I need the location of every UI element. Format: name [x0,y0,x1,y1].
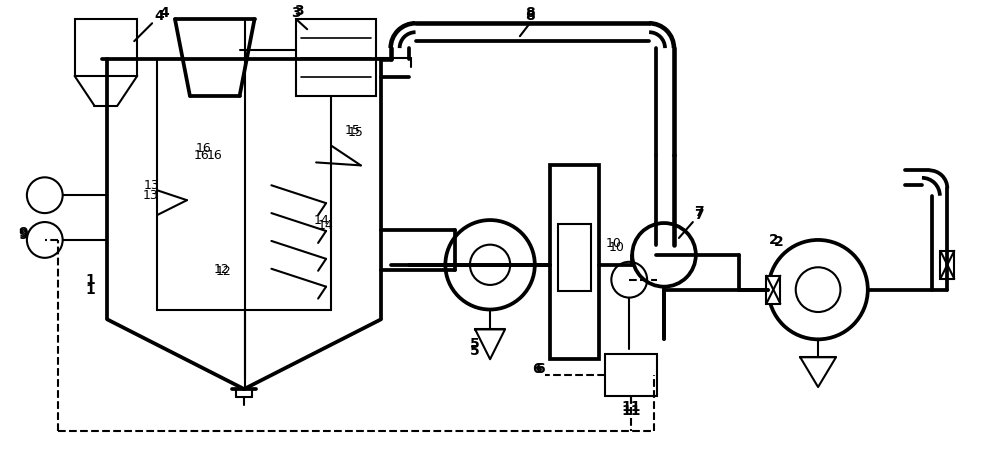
Text: 15: 15 [345,124,361,137]
Bar [549,165,600,359]
Text: 8: 8 [525,9,535,24]
Text: 5: 5 [470,337,480,351]
Text: 8: 8 [525,6,535,20]
Bar [557,224,592,291]
Text: 11: 11 [622,400,641,414]
Text: 10: 10 [606,237,622,250]
Text: 13: 13 [142,189,158,202]
Text: 5: 5 [470,344,480,358]
Text: 1: 1 [86,283,96,296]
Bar [767,276,781,303]
Text: 4: 4 [159,6,169,20]
Bar [296,19,376,96]
Text: 2: 2 [774,235,784,249]
Text: 3: 3 [295,4,304,18]
Text: 14: 14 [313,213,329,226]
Text: 9: 9 [18,226,28,240]
Text: 4: 4 [154,9,164,24]
Text: 13: 13 [143,179,159,192]
Text: 16: 16 [207,149,222,162]
Text: 9: 9 [18,228,28,242]
Text: 6: 6 [532,362,541,376]
Text: 10: 10 [609,242,625,254]
Bar [157,59,331,309]
Bar [74,19,137,76]
Text: 12: 12 [216,265,231,278]
Bar [941,251,955,279]
Text: 11: 11 [622,404,641,418]
Text: 2: 2 [769,233,779,247]
Text: 7: 7 [694,205,703,219]
Text: 6: 6 [535,362,544,376]
Text: 16: 16 [196,142,211,155]
Text: 12: 12 [214,263,229,276]
Text: 15: 15 [348,126,364,139]
Text: 1: 1 [86,273,96,287]
Text: 3: 3 [292,6,301,20]
Text: 7: 7 [694,208,703,222]
Bar [606,354,657,396]
Text: 14: 14 [317,219,333,231]
Text: 16: 16 [194,149,209,162]
